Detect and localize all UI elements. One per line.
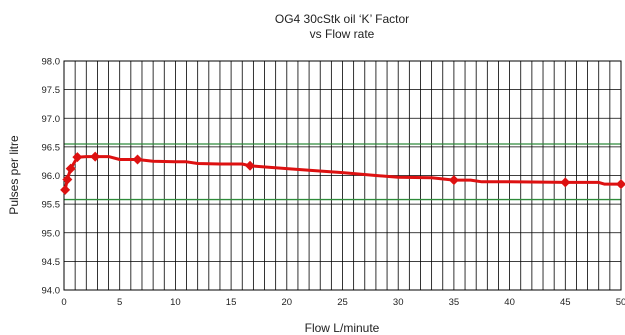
- y-axis-label: Pulses per litre: [7, 135, 21, 215]
- data-point-marker: [448, 175, 459, 186]
- y-tick-label: 95.5: [42, 200, 61, 211]
- y-tick-label: 96.0: [42, 171, 61, 182]
- y-tick-labels: 94.0 94.5 95.0 95.5 96.0 96.5 97.0 97.5 98.0: [42, 57, 61, 297]
- y-tick-label: 94.0: [42, 286, 61, 297]
- x-tick-label: 10: [170, 297, 181, 308]
- data-point-marker: [560, 177, 571, 188]
- y-tick-label: 96.5: [42, 142, 61, 153]
- y-tick-label: 97.0: [42, 114, 61, 125]
- x-tick-label: 0: [61, 297, 66, 308]
- data-point-marker: [132, 154, 143, 165]
- plot-grid: [64, 61, 621, 290]
- x-tick-label: 45: [560, 297, 571, 308]
- reference-lines: [64, 143, 621, 201]
- plot-frame: [63, 60, 622, 291]
- x-tick-label: 35: [449, 297, 460, 308]
- x-tick-label: 50: [616, 297, 625, 308]
- data-point-marker: [72, 152, 83, 163]
- y-tick-label: 97.5: [42, 85, 61, 96]
- x-tick-label: 25: [337, 297, 348, 308]
- data-point-marker: [62, 174, 73, 185]
- x-tick-label: 15: [226, 297, 237, 308]
- x-tick-label: 20: [282, 297, 293, 308]
- x-tick-label: 30: [393, 297, 404, 308]
- chart-title-line2: vs Flow rate: [310, 27, 375, 41]
- y-tick-label: 98.0: [42, 57, 61, 68]
- y-tick-label: 94.5: [42, 257, 61, 268]
- x-tick-labels: 0 5 10 15 20 25 30 35 40 45 50: [61, 297, 625, 308]
- x-tick-label: 40: [504, 297, 515, 308]
- series-group: [60, 151, 625, 195]
- data-point-marker: [60, 184, 71, 195]
- data-point-marker: [616, 179, 625, 190]
- x-tick-label: 5: [117, 297, 122, 308]
- data-point-marker: [90, 151, 101, 162]
- y-tick-label: 95.0: [42, 228, 61, 239]
- chart-title-line1: OG4 30cStk oil ‘K’ Factor: [275, 12, 409, 26]
- series-line: [63, 155, 621, 191]
- x-axis-label: Flow L/minute: [305, 321, 380, 335]
- data-point-marker: [65, 163, 76, 174]
- data-point-marker: [245, 160, 256, 171]
